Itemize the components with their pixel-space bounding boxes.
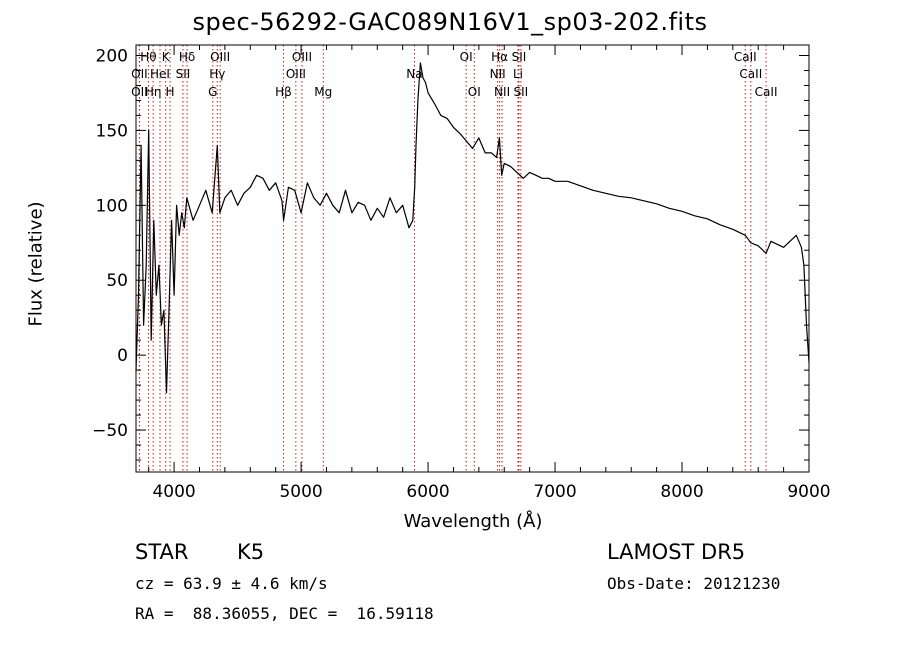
line-marker-label: Hη [145, 85, 162, 99]
line-marker-label: K [162, 50, 171, 64]
line-marker-label: H [166, 85, 175, 99]
chart-title: spec-56292-GAC089N16V1_sp03-202.fits [192, 8, 708, 36]
line-marker-label: Na [406, 67, 422, 81]
line-marker-label: OII [131, 85, 148, 99]
line-marker-label: OIII [210, 50, 230, 64]
x-tick-label: 5000 [279, 482, 322, 502]
x-tick-label: 9000 [787, 482, 830, 502]
y-tick-label: 100 [96, 196, 128, 216]
survey-name: LAMOST DR5 [607, 540, 746, 564]
coordinates: RA = 88.36055, DEC = 16.59118 [135, 604, 434, 623]
line-marker-label: Hα [491, 50, 508, 64]
redshift-readout: cz = 63.9 ± 4.6 km/s [135, 574, 328, 593]
plot-frame [135, 44, 810, 473]
x-tick-label: 6000 [406, 482, 449, 502]
y-tick-label: 0 [117, 346, 128, 366]
y-tick-label: 50 [106, 271, 128, 291]
line-marker-label: Hδ [179, 50, 195, 64]
line-marker-label: Mg [314, 85, 332, 99]
line-marker-label: Li [513, 67, 523, 81]
object-class: STAR [135, 540, 189, 564]
y-tick-label: 200 [96, 46, 128, 66]
y-tick-label: 150 [96, 121, 128, 141]
y-tick-label: −50 [92, 421, 128, 441]
line-markers [138, 45, 767, 472]
obs-date: Obs-Date: 20121230 [607, 574, 781, 593]
subclass: K5 [237, 540, 265, 564]
line-marker-label: NII [494, 85, 510, 99]
line-marker-label: OII [131, 67, 148, 81]
line-marker-label: SII [514, 85, 529, 99]
line-marker-label: Hθ [140, 50, 156, 64]
line-marker-label: HeI [150, 67, 170, 81]
series-group [135, 62, 810, 394]
line-marker-label: OI [460, 50, 473, 64]
x-tick-label: 8000 [660, 482, 703, 502]
line-marker-label: Hβ [275, 85, 292, 99]
line-marker-label: OIII [286, 67, 306, 81]
line-marker-label: SII [512, 50, 527, 64]
line-marker-label: SII [176, 67, 191, 81]
x-tick-label: 7000 [533, 482, 576, 502]
spectrum-line [135, 62, 810, 394]
line-marker-label: OIII [292, 50, 312, 64]
line-marker-label: CaII [755, 85, 778, 99]
line-marker-label: G [208, 85, 217, 99]
y-axis-label: Flux (relative) [25, 201, 47, 327]
line-marker-label: NII [490, 67, 506, 81]
x-tick-label: 4000 [152, 482, 195, 502]
line-marker-label: CaII [734, 50, 757, 64]
x-axis-label: Wavelength (Å) [403, 511, 543, 532]
line-marker-label: OI [468, 85, 481, 99]
axes-group: 4000 5000 6000 7000 8000 9000 −50 0 50 100 150 200 [92, 45, 831, 502]
line-marker-label: Hγ [209, 67, 225, 81]
line-marker-label: CaII [739, 67, 762, 81]
line-labels: Hθ K Hδ OIII OIII OI Hα SII CaII OII HeI SII Hγ OIII N… [131, 50, 777, 99]
